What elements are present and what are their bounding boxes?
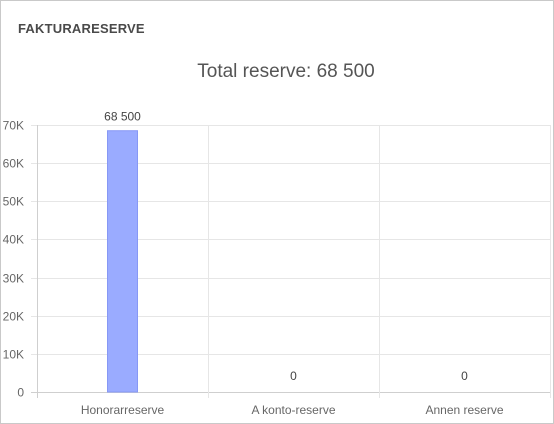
y-tick-label: 70K (3, 119, 24, 133)
y-tick-label: 60K (3, 157, 24, 171)
data-label: 0 (461, 369, 468, 383)
labels: 68 500 Honorarreserve 0 A konto-reserve 0 Ann… (81, 110, 504, 417)
y-tick-label: 30K (3, 272, 24, 286)
bars (107, 130, 138, 393)
data-label: 0 (290, 369, 297, 383)
y-tick-label: 10K (3, 348, 24, 362)
x-tick-label: A konto-reserve (251, 403, 335, 417)
x-tick-label: Honorarreserve (81, 403, 165, 417)
y-tick-label: 0 (17, 386, 24, 400)
data-label: 68 500 (104, 110, 141, 124)
card-title: FAKTURARESERVE (18, 21, 145, 36)
y-tick-label: 40K (3, 233, 24, 247)
y-tick-label: 50K (3, 195, 24, 209)
x-tick-label: Annen reserve (425, 403, 503, 417)
bar-honorarreserve (107, 130, 138, 393)
chart-title: Total reserve: 68 500 (197, 61, 374, 82)
y-tick-label: 20K (3, 310, 24, 324)
axes: 0 10K 20K 30K 40K 50K 60K 70K (3, 119, 25, 400)
